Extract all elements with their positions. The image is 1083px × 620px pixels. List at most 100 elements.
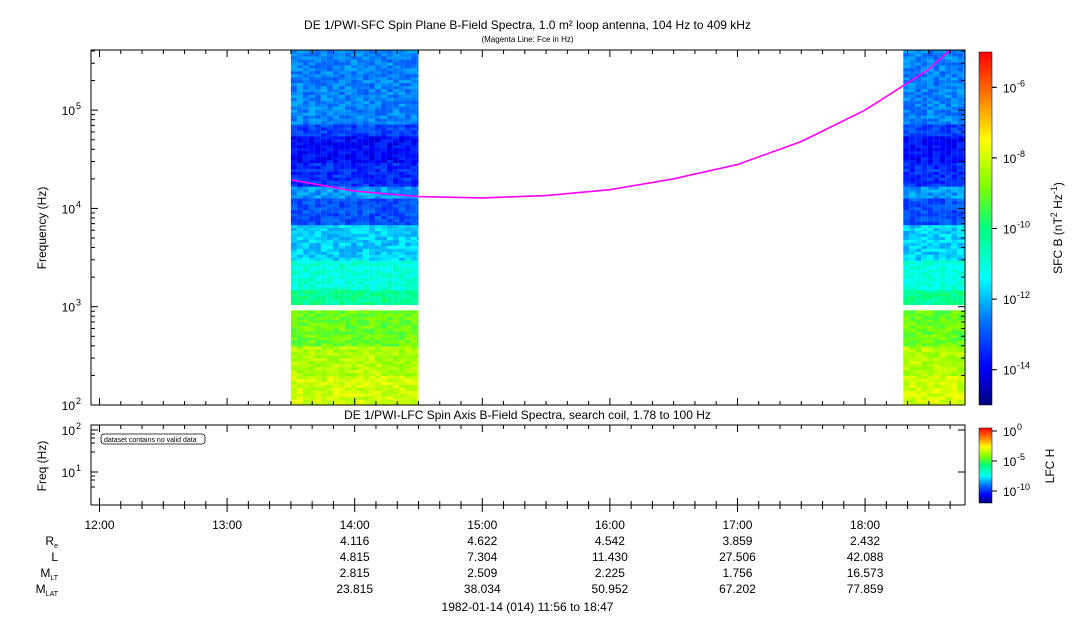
spectrogram-cell [398, 369, 405, 374]
spectrogram-cell [933, 298, 940, 303]
spectrogram-cell [374, 112, 381, 116]
spectrogram-cell [350, 236, 357, 240]
spectrogram-cell [380, 316, 387, 320]
spectrogram-cell [933, 357, 940, 362]
spectrogram-cell [909, 345, 916, 350]
spectrogram-cell [909, 162, 916, 166]
spectrogram-cell [308, 363, 315, 368]
spectrogram-cell [963, 115, 965, 119]
spectrogram-cell [903, 271, 910, 276]
spectrogram-cell [356, 348, 363, 353]
spectrogram-cell [927, 126, 934, 131]
spectrogram-cell [302, 257, 309, 261]
spectrogram-cell [416, 180, 419, 184]
spectrogram-cell [927, 230, 934, 235]
spectrogram-cell [410, 372, 417, 377]
spectrogram-cell [308, 280, 315, 285]
spectrogram-cell [915, 100, 922, 104]
spectrogram-cell [314, 165, 321, 169]
spectrogram-cell [957, 180, 964, 184]
spectrogram-cell [386, 351, 393, 356]
spectrogram-cell [915, 292, 922, 297]
spectrogram-cell [933, 345, 940, 350]
spectrogram-cell [326, 319, 333, 323]
spectrogram-cell [368, 295, 375, 300]
spectrogram-cell [410, 224, 417, 229]
spectrogram-cell [945, 369, 952, 374]
spectrogram-cell [314, 227, 321, 232]
spectrogram-cell [392, 316, 399, 320]
spectrogram-cell [404, 366, 411, 371]
spectrogram-cell [368, 64, 375, 69]
spectrogram-cell [915, 295, 922, 300]
spectrogram-cell [939, 138, 946, 143]
spectrogram-cell [404, 129, 411, 134]
spectrogram-cell [350, 280, 357, 285]
spectrogram-cell [314, 345, 321, 350]
spectrogram-cell [368, 203, 375, 208]
spectrogram-cell [296, 328, 303, 332]
spectrogram-cell [290, 197, 297, 202]
spectrogram-cell [921, 192, 928, 196]
spectrogram-cell [320, 135, 327, 140]
spectrogram-cell [939, 162, 946, 166]
spectrogram-cell [356, 212, 363, 217]
spectrogram-cell [398, 126, 405, 131]
spectrogram-cell [404, 94, 411, 98]
spectrogram-cell [921, 351, 928, 356]
spectrogram-cell [915, 200, 922, 205]
spectrogram-cell [404, 351, 411, 356]
spectrogram-cell [320, 50, 327, 54]
spectrogram-cell [957, 301, 964, 306]
spectrogram-cell [957, 55, 964, 60]
spectrogram-cell [308, 200, 315, 205]
spectrogram-cell [410, 342, 417, 347]
spectrogram-cell [338, 363, 345, 368]
spectrogram-cell [921, 313, 928, 317]
spectrogram-cell [933, 301, 940, 306]
spectrogram-cell [404, 372, 411, 377]
spectrogram-cell [290, 363, 297, 368]
spectrogram-cell [945, 129, 952, 134]
spectrogram-cell [356, 115, 363, 119]
spectrogram-cell [332, 263, 339, 267]
spectrogram-cell [963, 97, 965, 101]
spectrogram-cell [320, 348, 327, 353]
spectrogram-cell [368, 245, 375, 249]
spectrogram-cell [350, 79, 357, 84]
spectrogram-cell [290, 159, 297, 164]
spectrogram-cell [374, 265, 381, 270]
spectrogram-cell [933, 144, 940, 149]
spectrogram-cell [362, 265, 369, 270]
spectrogram-cell [945, 76, 952, 81]
spectrogram-cell [933, 363, 940, 368]
spectrogram-cell [302, 313, 309, 317]
spectrogram-cell [921, 141, 928, 146]
spectrogram-cell [290, 97, 297, 101]
spectrogram-cell [945, 375, 952, 379]
spectrogram-cell [380, 180, 387, 184]
spectrogram-cell [416, 375, 419, 379]
spectrogram-cell [416, 257, 419, 261]
spectrogram-cell [386, 342, 393, 347]
lfc-chart-title: DE 1/PWI-LFC Spin Axis B-Field Spectra, … [344, 408, 711, 422]
spectrogram-cell [909, 150, 916, 155]
spectrogram-cell [404, 70, 411, 75]
spectrogram-cell [290, 402, 297, 405]
spectrogram-cell [344, 366, 351, 371]
spectrogram-cell [326, 180, 333, 184]
spectrogram-cell [398, 88, 405, 93]
spectrogram-cell [338, 203, 345, 208]
spectrogram-cell [398, 295, 405, 300]
spectrogram-cell [332, 251, 339, 255]
spectrogram-cell [386, 132, 393, 137]
spectrogram-cell [933, 118, 940, 122]
spectrogram-cell [344, 345, 351, 350]
spectrogram-cell [302, 97, 309, 101]
spectrogram-cell [909, 73, 916, 78]
spectrogram-cell [380, 112, 387, 116]
spectrogram-cell [945, 73, 952, 78]
spectrogram-cell [386, 381, 393, 385]
spectrogram-cell [392, 94, 399, 98]
spectrogram-cell [296, 393, 303, 397]
